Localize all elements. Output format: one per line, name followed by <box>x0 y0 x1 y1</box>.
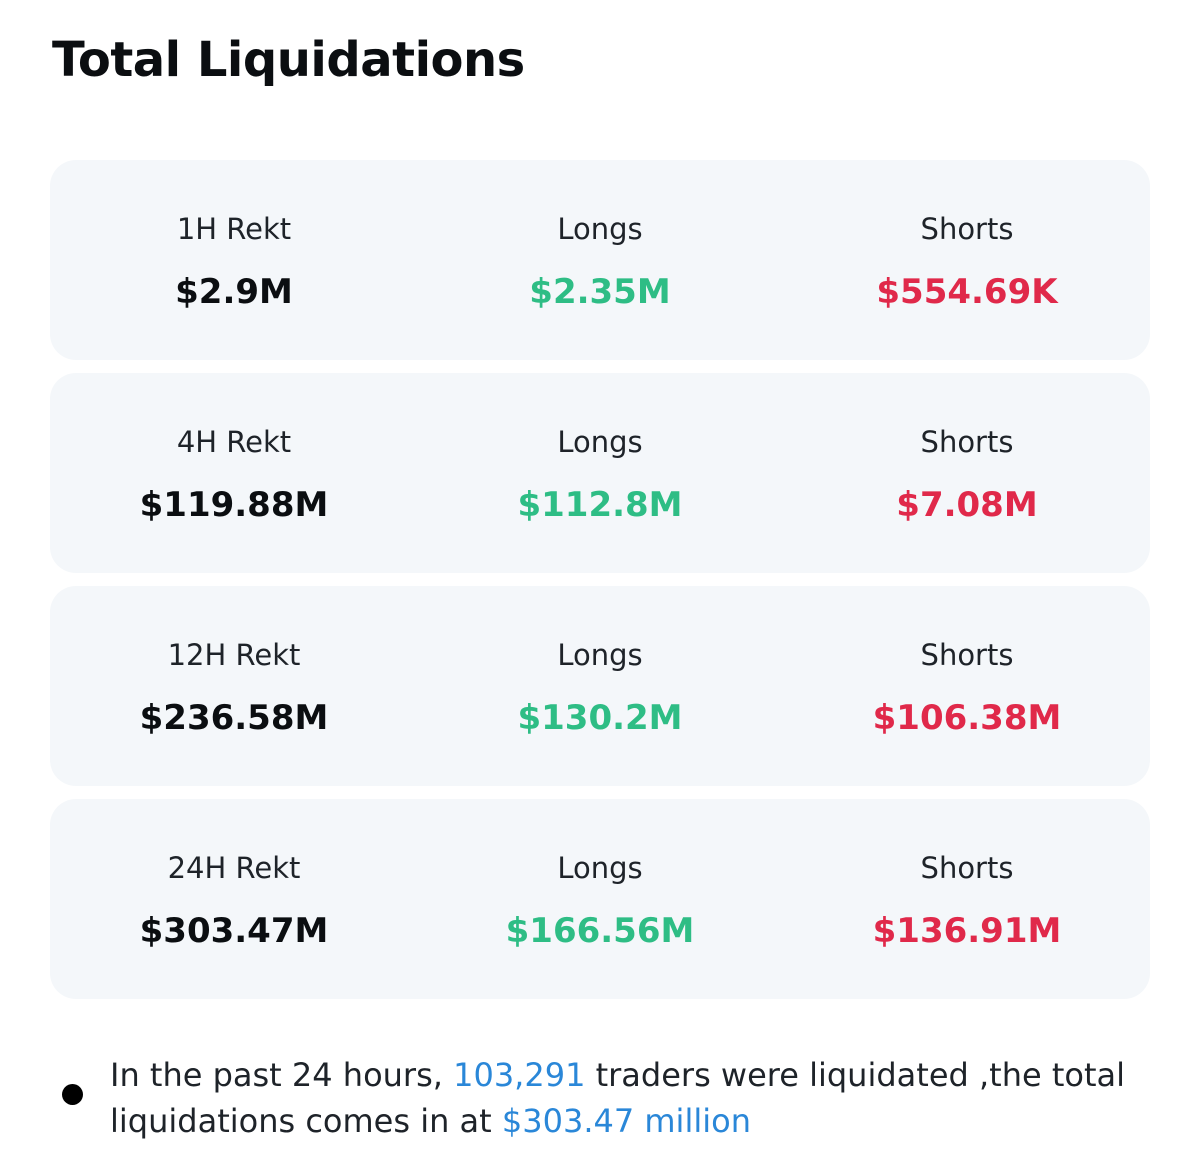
page-title: Total Liquidations <box>52 32 525 88</box>
longs-value: $112.8M <box>517 485 683 525</box>
longs-label: Longs <box>557 425 643 459</box>
longs-label: Longs <box>557 851 643 885</box>
shorts-label: Shorts <box>920 851 1014 885</box>
card-4h: 4H Rekt $119.88M Longs $112.8M Shorts $7… <box>50 373 1150 573</box>
shorts-label: Shorts <box>920 425 1014 459</box>
longs-value: $166.56M <box>505 911 695 951</box>
shorts-value: $7.08M <box>896 485 1038 525</box>
shorts-value: $106.38M <box>872 698 1062 738</box>
traders-count-link[interactable]: 103,291 <box>453 1056 586 1094</box>
longs-label: Longs <box>557 638 643 672</box>
shorts-label: Shorts <box>920 638 1014 672</box>
shorts-value: $136.91M <box>872 911 1062 951</box>
period-label: 12H Rekt <box>167 638 301 672</box>
summary-text: In the past 24 hours, 103,291 traders we… <box>110 1052 1140 1144</box>
total-amount-link[interactable]: $303.47 million <box>501 1102 751 1140</box>
liquidation-cards: 1H Rekt $2.9M Longs $2.35M Shorts $554.6… <box>50 160 1150 1012</box>
shorts-value: $554.69K <box>876 272 1058 312</box>
period-label: 4H Rekt <box>176 425 292 459</box>
bullet-icon <box>62 1084 83 1105</box>
longs-value: $2.35M <box>529 272 671 312</box>
period-label: 24H Rekt <box>167 851 301 885</box>
longs-label: Longs <box>557 212 643 246</box>
card-12h: 12H Rekt $236.58M Longs $130.2M Shorts $… <box>50 586 1150 786</box>
total-value: $236.58M <box>139 698 329 738</box>
summary-middle: traders were liquidated ,the total liqui… <box>110 1056 1126 1140</box>
card-24h: 24H Rekt $303.47M Longs $166.56M Shorts … <box>50 799 1150 999</box>
total-value: $119.88M <box>139 485 329 525</box>
period-label: 1H Rekt <box>176 212 292 246</box>
card-1h: 1H Rekt $2.9M Longs $2.35M Shorts $554.6… <box>50 160 1150 360</box>
total-value: $2.9M <box>175 272 293 312</box>
longs-value: $130.2M <box>517 698 683 738</box>
shorts-label: Shorts <box>920 212 1014 246</box>
total-value: $303.47M <box>139 911 329 951</box>
summary-prefix: In the past 24 hours, <box>110 1056 454 1094</box>
